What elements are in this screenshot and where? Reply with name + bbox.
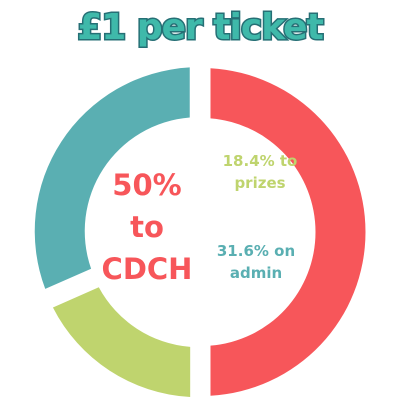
slice-text-cdch-2: CDCH [101, 252, 193, 286]
slice-text-admin: admin [229, 264, 283, 282]
slice-label-prizes: 18.4% to prizes [205, 150, 315, 194]
slice-label-cdch: 50% to CDCH [92, 164, 202, 290]
slice-text-cdch-1: to [130, 210, 164, 244]
slice-value-cdch: 50% [112, 168, 182, 202]
chart-title: £1 per ticket [76, 7, 326, 48]
donut-slice-to-cdch [210, 68, 366, 396]
slice-text-prizes: prizes [234, 174, 286, 192]
slice-value-admin: 31.6% on [216, 242, 296, 260]
donut-slice-on-admin [34, 67, 190, 289]
donut-slice-to-prizes [52, 287, 191, 398]
slice-value-prizes: 18.4% to [222, 152, 298, 170]
slice-label-admin: 31.6% on admin [200, 240, 312, 284]
